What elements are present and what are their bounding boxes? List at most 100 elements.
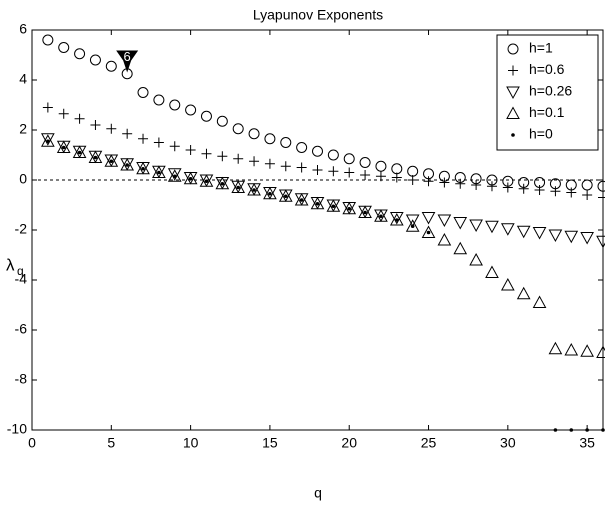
marker-circle: [200, 110, 212, 122]
marker-circle: [169, 99, 181, 111]
marker-plus: [439, 177, 450, 188]
marker-plus: [74, 113, 85, 124]
marker-plus: [423, 176, 434, 187]
marker-plus: [169, 141, 180, 152]
x-tick-label: 0: [28, 435, 36, 451]
marker-triangle-up: [183, 171, 198, 185]
x-tick-label: 25: [421, 435, 437, 451]
marker-triangle-up: [104, 154, 119, 167]
marker-triangle-up: [310, 196, 325, 210]
marker-triangle-up: [88, 150, 103, 163]
marker-circle: [375, 160, 387, 172]
y-tick-label: -8: [15, 371, 28, 387]
marker-triangle-up: [326, 199, 341, 212]
marker-plus: [391, 172, 402, 183]
marker-triangle-down: [500, 223, 515, 236]
marker-plus: [534, 185, 545, 195]
marker-circle: [343, 153, 355, 165]
marker-circle: [581, 179, 593, 191]
marker-circle: [391, 163, 403, 175]
marker-triangle-down: [596, 235, 605, 249]
marker-triangle-up: [405, 219, 420, 232]
marker-plus: [264, 158, 275, 169]
marker-triangle-up: [485, 265, 499, 278]
marker-triangle-up: [72, 145, 87, 158]
legend-marker: [511, 133, 515, 137]
marker-triangle-down: [485, 220, 499, 234]
marker-triangle-up: [199, 174, 214, 187]
marker-plus: [42, 102, 53, 113]
marker-dot: [395, 218, 399, 222]
marker-triangle-up: [564, 342, 579, 356]
legend-marker: [506, 106, 520, 119]
y-tick-label: -10: [7, 421, 27, 437]
marker-triangle-down: [421, 212, 436, 225]
marker-plus: [486, 181, 497, 192]
marker-triangle-up: [247, 182, 261, 196]
marker-plus: [296, 162, 307, 173]
marker-triangle-up: [469, 252, 483, 266]
legend-label: h=1: [529, 40, 553, 56]
marker-triangle-up: [389, 212, 404, 226]
marker-circle: [185, 104, 197, 116]
marker-circle: [264, 133, 276, 145]
marker-circle: [232, 123, 244, 135]
legend-marker: [508, 65, 518, 76]
marker-triangle-down: [564, 230, 579, 244]
marker-triangle-down: [437, 214, 452, 228]
marker-plus: [471, 180, 482, 190]
marker-dot: [347, 206, 352, 211]
marker-dot: [268, 191, 272, 196]
marker-circle: [597, 180, 605, 192]
marker-plus: [598, 192, 605, 203]
y-tick-label: 6: [19, 21, 27, 37]
marker-circle: [359, 157, 371, 168]
marker-dot: [315, 201, 320, 206]
y-axis-label: λ: [6, 255, 15, 274]
marker-triangle-down: [453, 217, 468, 230]
marker-plus: [344, 167, 355, 178]
legend-marker: [506, 86, 520, 100]
marker-plus: [328, 166, 339, 177]
marker-dot: [188, 176, 193, 181]
marker-dot: [283, 194, 288, 199]
marker-circle: [74, 48, 86, 60]
marker-triangle-up: [421, 225, 436, 238]
marker-triangle-down: [41, 133, 55, 146]
marker-plus: [58, 108, 69, 119]
marker-plus: [360, 170, 371, 180]
marker-plus: [518, 183, 529, 194]
marker-triangle-down: [167, 168, 182, 181]
y-tick-label: -4: [15, 271, 28, 287]
x-tick-label: 20: [341, 435, 357, 451]
y-tick-label: -6: [15, 321, 28, 337]
legend-label: h=0: [529, 126, 553, 142]
marker-dot: [379, 214, 383, 219]
marker-plus: [217, 151, 228, 162]
marker-circle: [248, 128, 260, 140]
marker-dot: [61, 145, 66, 150]
marker-triangle-up: [580, 344, 594, 357]
marker-plus: [550, 186, 561, 197]
marker-plus: [185, 145, 196, 155]
x-tick-label: 30: [500, 435, 516, 451]
marker-dot: [141, 166, 145, 171]
marker-plus: [249, 156, 260, 167]
chart-title: Lyapunov Exponents: [253, 7, 383, 23]
marker-circle: [327, 149, 339, 161]
marker-triangle-up: [278, 189, 293, 202]
legend-label: h=0.26: [529, 83, 572, 99]
marker-dot: [46, 139, 50, 144]
marker-triangle-up: [136, 161, 150, 175]
marker-triangle-up: [358, 205, 372, 218]
marker-triangle-down: [469, 219, 483, 233]
marker-dot: [331, 204, 336, 209]
marker-plus: [455, 178, 466, 189]
marker-triangle-up: [294, 192, 309, 206]
marker-plus: [233, 153, 244, 164]
annotation-arrow: [116, 50, 139, 73]
marker-plus: [138, 133, 149, 144]
marker-circle: [296, 142, 308, 153]
marker-dot: [426, 230, 431, 235]
marker-triangle-up: [41, 134, 55, 147]
